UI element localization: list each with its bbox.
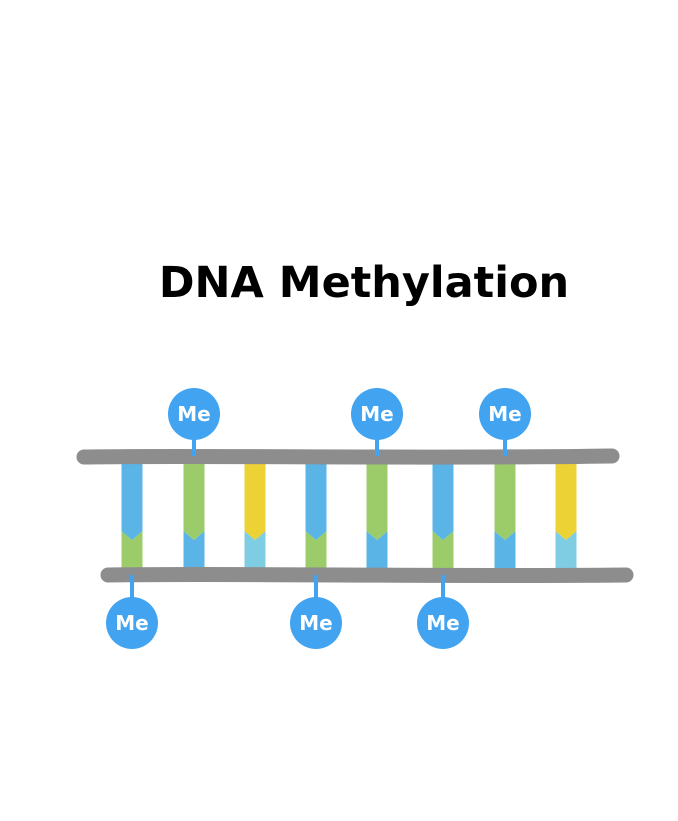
base-top-green: [494, 462, 516, 540]
methyl-label: Me: [177, 402, 210, 426]
base-bottom-light_blue: [244, 531, 266, 570]
base-pair: [432, 462, 454, 570]
bottom-backbone-strand: [100, 566, 634, 584]
base-top-yellow: [244, 462, 266, 540]
base-pair: [494, 462, 516, 570]
base-pair: [183, 462, 205, 570]
diagram-title: DNA Methylation: [158, 258, 570, 308]
base-top-blue: [305, 462, 327, 540]
base-pair: [366, 462, 388, 570]
base-pair: [555, 462, 577, 570]
methyl-label: Me: [426, 611, 459, 635]
base-bottom-green: [305, 531, 327, 570]
base-bottom-blue: [494, 531, 516, 570]
base-pair: [305, 462, 327, 570]
methyl-groups: Me Me Me Me Me Me: [106, 388, 531, 649]
base-bottom-blue: [366, 531, 388, 570]
methyl-label: Me: [115, 611, 148, 635]
top-backbone-strand: [76, 448, 620, 465]
base-top-blue: [121, 462, 143, 540]
base-top-green: [366, 462, 388, 540]
methyl-circle: [168, 388, 220, 440]
base-bottom-blue: [183, 531, 205, 570]
base-bottom-green: [121, 531, 143, 570]
methyl-group-top: Me: [479, 388, 531, 456]
methyl-circle: [351, 388, 403, 440]
base-top-green: [183, 462, 205, 540]
base-top-yellow: [555, 462, 577, 540]
base-top-blue: [432, 462, 454, 540]
methyl-group-bottom: Me: [417, 575, 469, 649]
methyl-circle: [106, 597, 158, 649]
methyl-group-top: Me: [351, 388, 403, 456]
methyl-group-top: Me: [168, 388, 220, 456]
methyl-group-bottom: Me: [290, 575, 342, 649]
methyl-label: Me: [299, 611, 332, 635]
base-bottom-green: [432, 531, 454, 570]
methyl-circle: [290, 597, 342, 649]
methyl-circle: [479, 388, 531, 440]
methyl-group-bottom: Me: [106, 575, 158, 649]
base-pair: [244, 462, 266, 570]
base-bottom-light_blue: [555, 531, 577, 570]
methyl-label: Me: [360, 402, 393, 426]
base-pairs: [121, 462, 577, 570]
methyl-label: Me: [488, 402, 521, 426]
base-pair: [121, 462, 143, 570]
methyl-circle: [417, 597, 469, 649]
backbones: [76, 448, 634, 584]
